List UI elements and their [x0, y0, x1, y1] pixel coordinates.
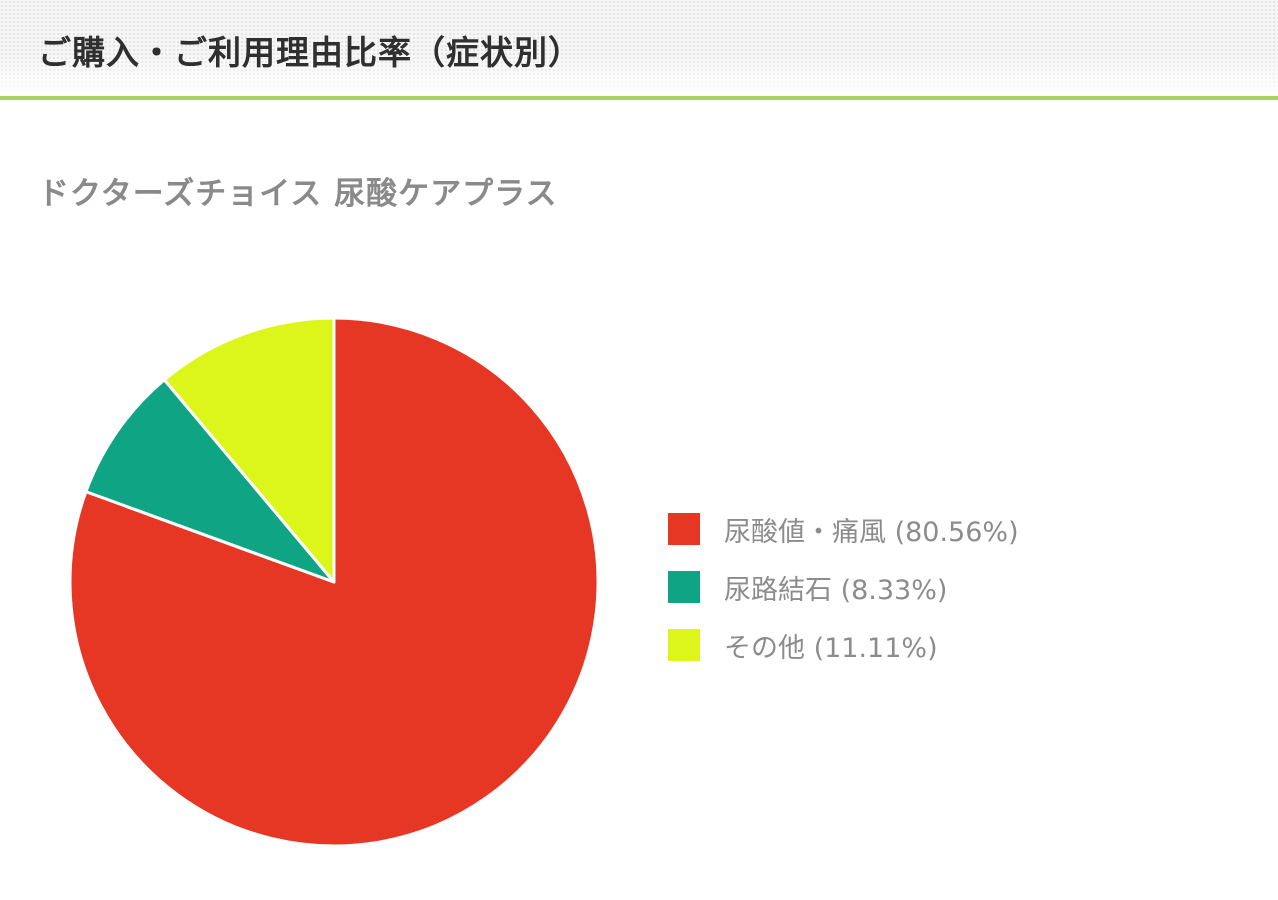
header-band — [0, 0, 1278, 98]
legend-label: 尿酸値・痛風 (80.56%) — [724, 516, 1019, 548]
pie-slice-1[interactable] — [68, 316, 600, 848]
legend-swatch — [668, 571, 700, 603]
legend-label: その他 (11.11%) — [724, 632, 938, 664]
pie-chart-svg — [68, 316, 600, 848]
pie-slice-3[interactable] — [162, 316, 336, 584]
legend-item[interactable]: 尿酸値・痛風 (80.56%) — [668, 500, 1019, 558]
legend-swatch — [668, 513, 700, 545]
chart-legend: 尿酸値・痛風 (80.56%) 尿路結石 (8.33%) その他 (11.11%… — [668, 500, 1019, 674]
legend-swatch — [668, 629, 700, 661]
legend-item[interactable]: 尿路結石 (8.33%) — [668, 558, 1019, 616]
pie-slice-2[interactable] — [84, 378, 336, 584]
title-divider — [0, 96, 1278, 100]
legend-item[interactable]: その他 (11.11%) — [668, 616, 1019, 674]
legend-label: 尿路結石 (8.33%) — [724, 574, 948, 606]
page-title: ご購入・ご利用理由比率（症状別） — [38, 33, 582, 72]
product-name: ドクターズチョイス 尿酸ケアプラス — [38, 176, 558, 212]
pie-chart — [0, 250, 660, 900]
